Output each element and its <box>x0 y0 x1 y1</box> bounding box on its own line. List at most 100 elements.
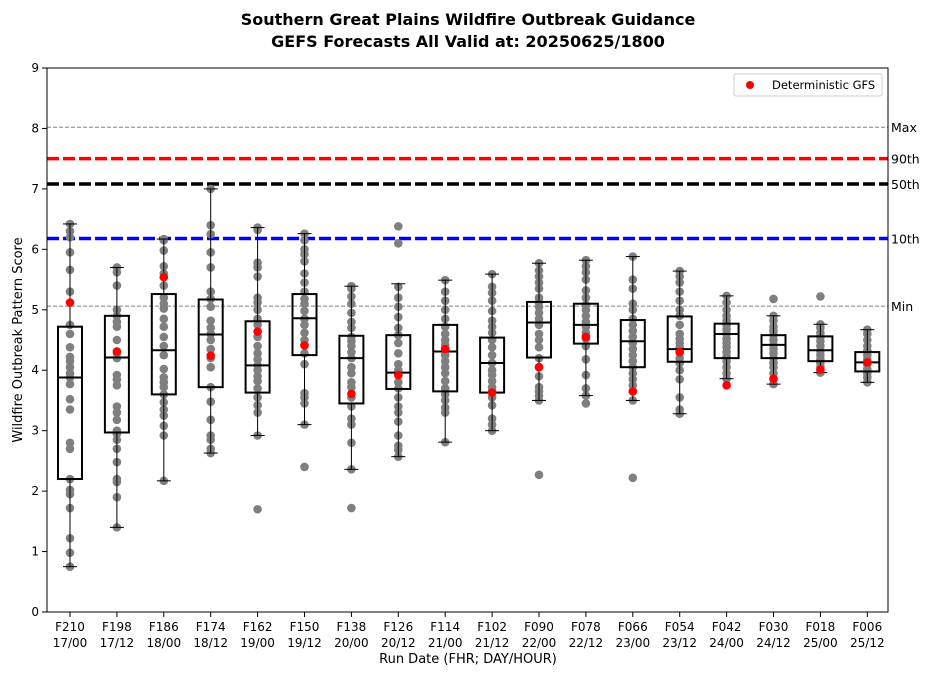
member-point <box>300 462 309 472</box>
x-tick-label-time: 24/12 <box>756 636 791 650</box>
member-point <box>253 371 262 381</box>
reference-label-10th: 10th <box>891 231 920 246</box>
x-tick-label-fhr: F162 <box>243 620 273 634</box>
x-tick-label-fhr: F126 <box>383 620 413 634</box>
box <box>57 325 83 481</box>
member-point <box>534 314 544 324</box>
x-tick-label-time: 17/12 <box>100 636 135 650</box>
member-point <box>628 344 638 354</box>
box <box>291 293 318 357</box>
x-tick-label-fhr: F042 <box>712 620 742 634</box>
member-point <box>65 444 75 454</box>
legend-marker-deterministic <box>746 81 754 89</box>
x-tick-label-fhr: F210 <box>55 620 85 634</box>
member-point <box>440 356 450 366</box>
x-axis-label: Run Date (FHR; DAY/HOUR) <box>379 652 557 667</box>
x-tick-label-time: 18/00 <box>147 636 182 650</box>
member-point <box>159 299 169 309</box>
reference-label-50th: 50th <box>891 177 920 192</box>
x-tick-label-fhr: F138 <box>336 620 366 634</box>
member-point <box>112 408 122 417</box>
member-point <box>253 504 262 514</box>
x-tick-label-time: 23/12 <box>662 636 697 650</box>
chart-title: Southern Great Plains Wildfire Outbreak … <box>241 10 696 29</box>
deterministic-point <box>769 374 778 383</box>
member-point <box>347 368 356 378</box>
member-point <box>65 362 75 372</box>
member-point <box>440 362 450 372</box>
x-tick-label-fhr: F078 <box>571 620 601 634</box>
member-point <box>112 335 122 345</box>
member-point <box>487 350 497 360</box>
member-point <box>65 368 75 378</box>
y-tick-label: 8 <box>31 121 39 135</box>
member-point <box>65 352 75 362</box>
member-point <box>394 238 403 248</box>
member-point <box>65 342 75 352</box>
reference-label-90th: 90th <box>891 152 920 167</box>
member-point <box>675 353 684 363</box>
member-point <box>440 329 450 339</box>
member-point <box>253 341 262 351</box>
x-tick-label-time: 20/00 <box>334 636 369 650</box>
x-tick-label-fhr: F150 <box>290 620 320 634</box>
plot-area: 0 1 2 3 4 5 6 7 8 9 F210 17/00 F198 17/12 F186 18/00 F17… <box>31 61 919 650</box>
member-point <box>253 320 262 330</box>
member-point <box>628 332 638 342</box>
deterministic-point <box>628 387 638 396</box>
plot-frame <box>46 67 889 613</box>
member-point <box>65 329 75 339</box>
member-point <box>394 359 403 369</box>
member-point <box>628 356 638 366</box>
member-point <box>487 365 497 375</box>
deterministic-point <box>863 358 872 367</box>
member-point <box>300 294 309 304</box>
member-point <box>159 293 169 302</box>
deterministic-point <box>534 362 544 372</box>
box <box>197 298 224 389</box>
x-tick-label-fhr: F066 <box>618 620 648 634</box>
y-tick-label: 1 <box>31 545 39 559</box>
member-point <box>206 335 215 345</box>
member-point <box>394 338 403 348</box>
x-tick-label-time: 17/00 <box>53 636 88 650</box>
x-tick-label-time: 24/00 <box>709 636 744 650</box>
deterministic-point <box>394 370 403 380</box>
member-point <box>65 379 75 389</box>
member-point <box>206 344 215 354</box>
y-tick-label: 7 <box>31 182 39 196</box>
deterministic-point <box>159 272 169 282</box>
box <box>103 314 130 434</box>
member-point <box>300 320 309 330</box>
member-point <box>347 378 356 387</box>
box <box>432 323 459 393</box>
y-tick-label: 9 <box>31 61 39 75</box>
x-tick-label-time: 18/12 <box>193 636 228 650</box>
deterministic-point <box>816 365 825 374</box>
member-point <box>65 438 75 448</box>
legend-frame <box>733 73 883 97</box>
deterministic-point <box>253 327 262 336</box>
member-point <box>253 384 262 393</box>
x-tick-label-fhr: F090 <box>524 620 554 634</box>
x-tick-label-time: 20/12 <box>381 636 416 650</box>
deterministic-point <box>440 344 450 354</box>
x-tick-label-time: 19/00 <box>240 636 275 650</box>
deterministic-point <box>347 389 356 399</box>
box <box>760 334 787 360</box>
member-point <box>628 473 638 483</box>
x-tick-label-fhr: F186 <box>149 620 179 634</box>
member-point <box>534 329 544 339</box>
deterministic-point <box>300 341 309 350</box>
member-point <box>300 306 309 316</box>
member-point <box>628 326 638 336</box>
box <box>150 293 177 396</box>
member-point <box>206 316 215 325</box>
x-tick-label-fhr: F018 <box>805 620 835 634</box>
member-point <box>534 470 544 480</box>
member-point <box>440 368 450 378</box>
y-tick-label: 0 <box>31 605 39 619</box>
box <box>526 300 552 359</box>
member-point <box>300 328 309 338</box>
reference-label-min: Min <box>891 299 913 314</box>
